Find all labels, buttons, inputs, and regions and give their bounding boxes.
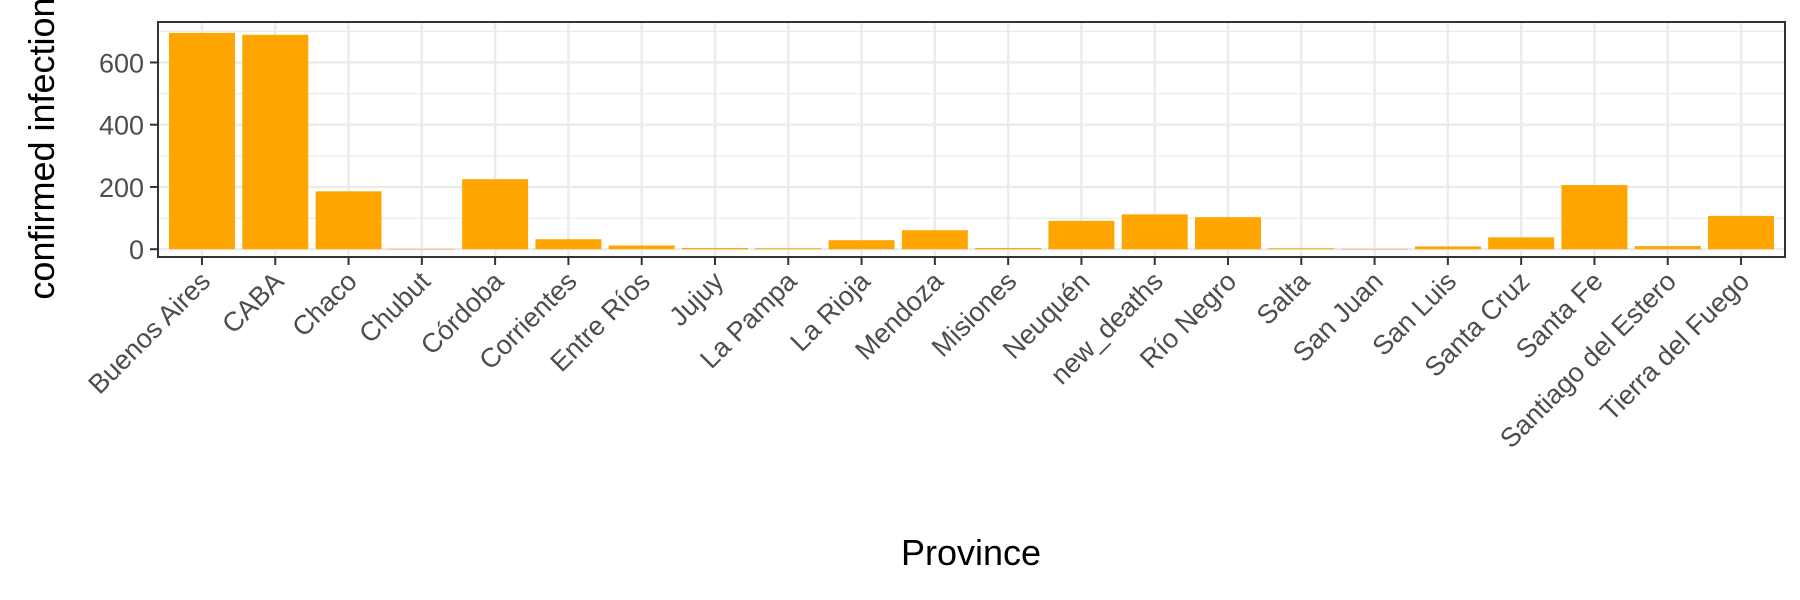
bar <box>1268 248 1335 250</box>
bar <box>1708 215 1775 250</box>
bar <box>242 34 309 250</box>
bar <box>755 248 822 250</box>
bar <box>1195 217 1261 250</box>
bar <box>901 230 968 250</box>
bar <box>1414 246 1481 250</box>
bar <box>1341 248 1408 250</box>
x-tick-label: Salta <box>1251 265 1316 330</box>
bar <box>1634 246 1701 250</box>
bars <box>168 32 1775 250</box>
bar <box>1121 214 1188 250</box>
y-tick-label: 200 <box>99 173 144 203</box>
bar <box>1048 220 1115 250</box>
panel-border <box>157 21 1786 258</box>
y-axis: 0 200 400 600 <box>99 48 158 265</box>
bar <box>975 247 1042 250</box>
y-tick-label: 600 <box>99 48 144 78</box>
bar <box>388 248 455 250</box>
bar <box>828 240 895 250</box>
bar <box>315 191 382 250</box>
y-tick-label: 0 <box>129 235 144 265</box>
x-tick-label: Chaco <box>286 266 362 342</box>
y-axis-title: confirmed infections <box>21 0 62 300</box>
bar <box>682 247 748 250</box>
minor-gridlines <box>158 30 1785 219</box>
bar <box>1561 185 1628 250</box>
bar <box>608 245 675 250</box>
x-axis: Buenos Aires CABAChacoChubutCórdobaCorrie… <box>82 257 1755 454</box>
x-axis-title: Province <box>901 532 1041 573</box>
plot-background <box>158 22 1785 257</box>
x-tick-label: Jujuy <box>663 266 729 332</box>
bar <box>1488 237 1555 250</box>
bar <box>462 179 529 250</box>
bar <box>535 239 602 250</box>
y-tick-label: 400 <box>99 111 144 141</box>
x-tick-label: CABA <box>216 266 289 339</box>
bar <box>168 32 235 250</box>
x-tick-label: Buenos Aires <box>82 266 216 400</box>
